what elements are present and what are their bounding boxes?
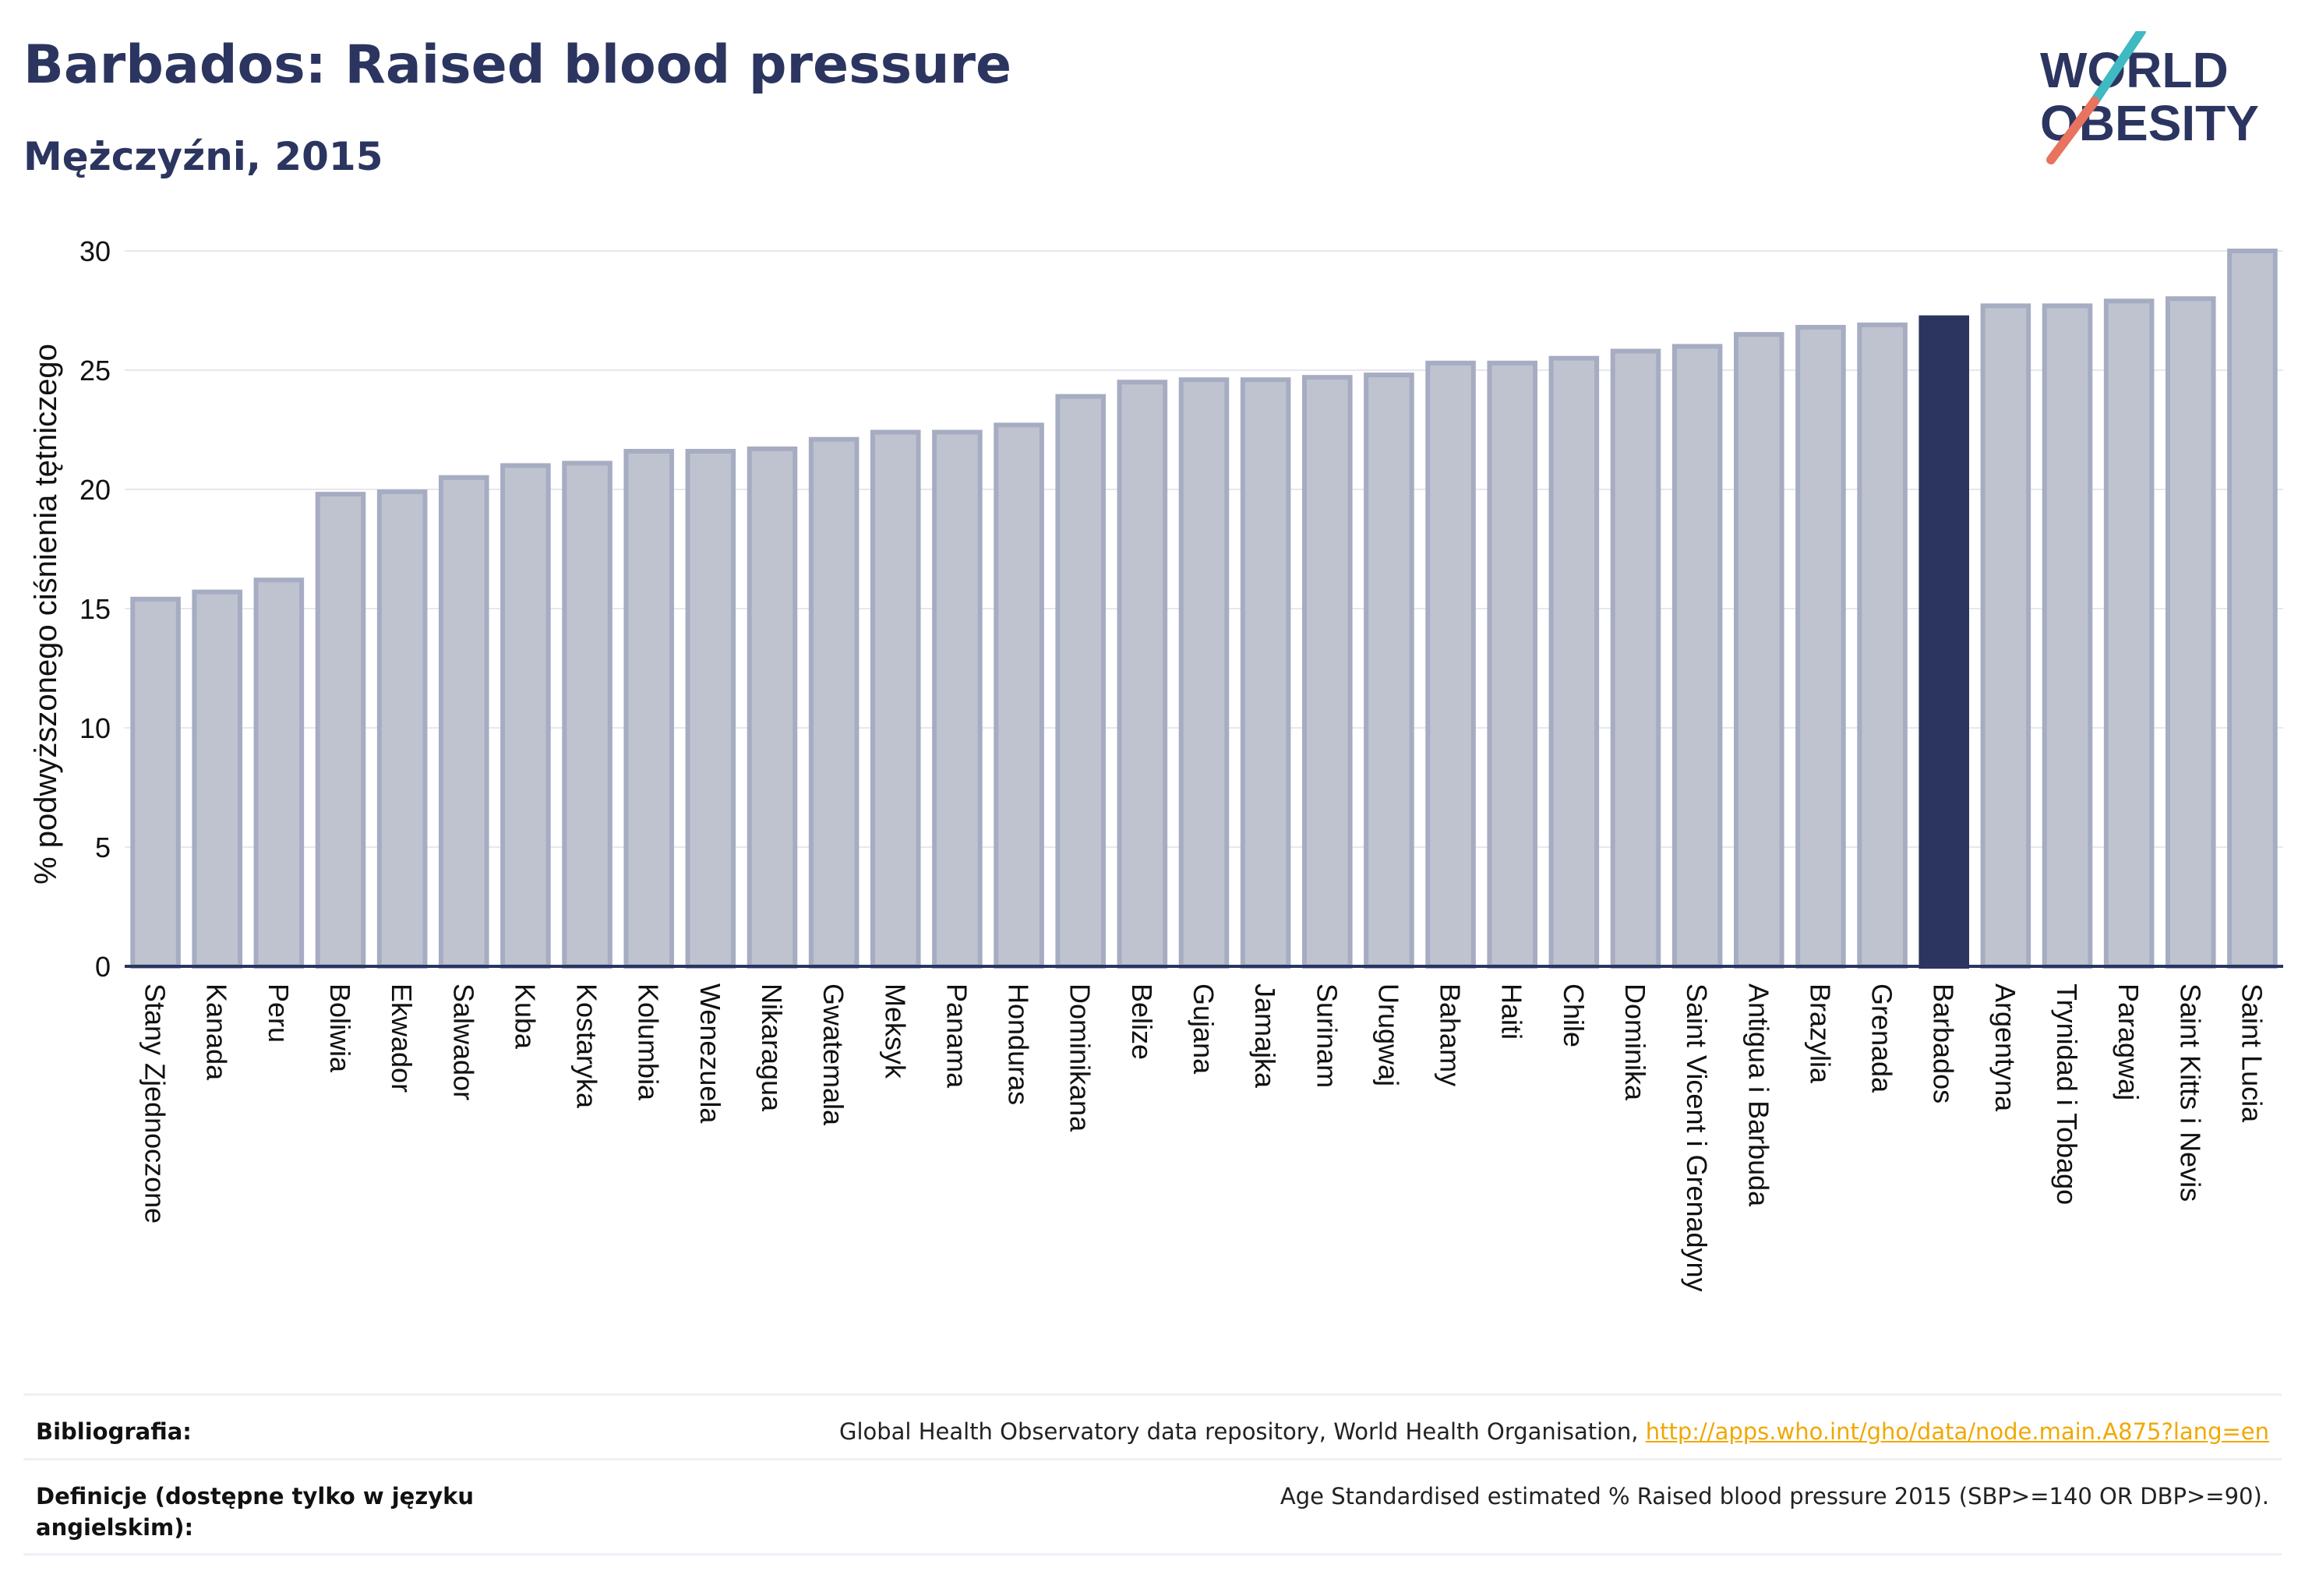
x-tick-label: Paragwaj <box>2113 983 2144 1100</box>
x-tick-label: Dominikana <box>1064 983 1096 1132</box>
bar-salwador <box>439 475 489 969</box>
definition-value: Age Standardised estimated % Raised bloo… <box>1280 1483 2269 1509</box>
bar-saint-lucia <box>2227 249 2278 969</box>
x-tick-label: Saint Kitts i Nevis <box>2174 983 2206 1202</box>
bibliography-text: Global Health Observatory data repositor… <box>838 1418 1639 1445</box>
x-tick-label: Urugwaj <box>1372 983 1404 1086</box>
bar-dominikana <box>1055 394 1106 969</box>
bar-argentyna <box>1980 303 2031 969</box>
x-tick-label: Barbados <box>1928 983 1960 1103</box>
bar-trynidad-i-tobago <box>2042 303 2093 969</box>
bar-haiti <box>1487 360 1537 969</box>
x-tick-label: Grenada <box>1866 983 1898 1093</box>
x-tick-label: Panama <box>941 983 972 1089</box>
x-axis-labels: Stany Zjednoczone Kanada Peru Boliwia Ekwado… <box>139 983 2268 1292</box>
y-tick-label: 15 <box>79 593 111 625</box>
x-tick-label: Trynidad i Tobago <box>2051 983 2083 1205</box>
y-tick-label: 20 <box>79 474 111 506</box>
bar-chart: 0 5 10 15 20 25 30 Stany Zjednoczone Kanada Peru… <box>29 235 2283 1292</box>
x-tick-label: Kostaryka <box>571 983 603 1109</box>
bar-ekwador <box>376 489 428 969</box>
y-tick-label: 25 <box>79 355 111 387</box>
x-tick-label: Belize <box>1126 983 1158 1060</box>
x-tick-label: Argentyna <box>1989 983 2021 1112</box>
page-subtitle: Mężczyźni, 2015 <box>23 134 383 179</box>
y-tick-label: 10 <box>79 712 111 744</box>
footer-divider-bottom <box>23 1553 2282 1555</box>
x-tick-label: Gujana <box>1188 983 1220 1075</box>
bar-saint-kitts-i-nevis <box>2166 296 2216 969</box>
bar-antigua-i-barbuda <box>1734 332 1784 969</box>
x-tick-label: Gwatemala <box>817 983 849 1126</box>
logo-slash-bottom <box>2046 97 2099 164</box>
world-obesity-logo: WORLD OBESITY <box>2040 31 2259 164</box>
y-axis-ticks: 0 5 10 15 20 25 30 <box>79 235 111 983</box>
x-tick-label: Saint Lucia <box>2236 983 2268 1123</box>
x-tick-label: Chile <box>1558 983 1590 1047</box>
bar-gwatemala <box>808 436 860 969</box>
bar-bahamy <box>1425 360 1476 969</box>
bar-kolumbia <box>623 449 674 969</box>
bars <box>130 249 2278 969</box>
bibliography-value: Global Health Observatory data repositor… <box>839 1416 2269 1447</box>
x-tick-label: Honduras <box>1003 983 1035 1105</box>
bar-jamajka <box>1240 377 1291 969</box>
bar-barbados <box>1918 315 1969 969</box>
x-tick-label: Brazylia <box>1804 983 1836 1084</box>
x-tick-label: Kuba <box>509 983 541 1050</box>
x-tick-label: Peru <box>263 983 295 1043</box>
x-tick-label: Boliwia <box>324 983 356 1073</box>
bar-peru <box>253 577 305 969</box>
bibliography-label: Bibliografia: <box>36 1418 192 1445</box>
x-tick-label: Nikaragua <box>756 983 788 1112</box>
bar-kostaryka <box>562 461 612 969</box>
x-tick-label: Salwador <box>447 983 479 1100</box>
x-tick-label: Dominika <box>1619 983 1651 1101</box>
logo-line1: WORLD <box>2040 42 2229 98</box>
y-axis-title: % podwyższonego ciśnienia tętniczego <box>29 344 63 885</box>
logo-slash-top <box>2090 31 2146 106</box>
x-tick-label: Surinam <box>1311 983 1343 1088</box>
bar-surinam <box>1302 375 1353 969</box>
bar-chile <box>1548 355 1600 969</box>
y-tick-label: 0 <box>95 951 111 983</box>
bar-belize <box>1117 380 1168 969</box>
x-tick-label: Jamajka <box>1249 983 1281 1089</box>
y-tick-label: 5 <box>95 832 111 863</box>
definition-label: Definicje (dostępne tylko w języku angie… <box>36 1483 475 1541</box>
bar-kuba <box>500 463 551 969</box>
x-tick-label: Kanada <box>201 983 233 1081</box>
bar-stany-zjednoczone <box>130 596 181 969</box>
bar-brazylia <box>1795 324 1846 969</box>
bar-panama <box>932 429 983 969</box>
bar-meksyk <box>870 429 921 969</box>
x-tick-label: Ekwador <box>386 983 418 1093</box>
x-tick-label: Meksyk <box>879 983 911 1079</box>
bar-urugwaj <box>1364 373 1414 969</box>
x-tick-label: Antigua i Barbuda <box>1742 983 1774 1207</box>
bar-wenezuela <box>685 449 736 969</box>
x-tick-label: Saint Vicent i Grenadyny <box>1681 983 1713 1292</box>
bibliography-link[interactable]: http://apps.who.int/gho/data/node.main.A… <box>1645 1418 2269 1445</box>
x-tick-label: Stany Zjednoczone <box>139 983 171 1223</box>
bar-honduras <box>994 422 1044 969</box>
x-tick-label: Haiti <box>1496 983 1528 1040</box>
bar-gujana <box>1178 377 1230 969</box>
footer-divider-top <box>23 1393 2282 1396</box>
bar-dominika <box>1610 348 1661 969</box>
bar-saint-vicent-i-grenadyny <box>1671 344 1723 969</box>
x-tick-label: Bahamy <box>1435 983 1467 1086</box>
bar-boliwia <box>315 492 366 969</box>
y-tick-label: 30 <box>79 235 111 267</box>
bar-paragwaj <box>2103 298 2155 969</box>
bar-kanada <box>192 589 242 969</box>
page-title: Barbados: Raised blood pressure <box>23 34 1012 96</box>
footer-divider-middle <box>23 1458 2282 1460</box>
bar-grenada <box>1857 322 1908 969</box>
x-tick-label: Wenezuela <box>694 983 726 1124</box>
x-tick-label: Kolumbia <box>633 983 665 1101</box>
bar-nikaragua <box>747 446 798 969</box>
